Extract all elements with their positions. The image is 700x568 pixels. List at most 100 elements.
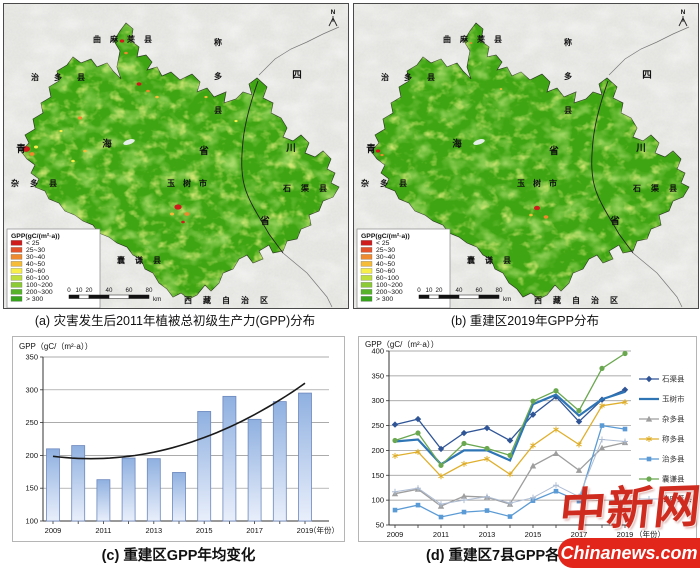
gpp-bar: [298, 392, 312, 522]
legend-label: 200~300: [376, 289, 403, 296]
caption-d: (d) 重建区7县GPP各自: [426, 548, 575, 564]
svg-text:N: N: [331, 9, 336, 16]
map-label: 西藏自治区: [534, 295, 629, 305]
low-gpp-hotspot: [184, 212, 190, 216]
chinanews-banner-text: Chinanews.com: [560, 542, 698, 563]
map-panel-2019: 曲麻莱县 称多县 治多县四川省青海省玉树市 杂多县 石渠县 囊谦县 西藏自治区 GPP(gC/…: [353, 3, 699, 309]
y-tick-label: 250: [371, 421, 384, 430]
legend-swatch: [10, 296, 23, 302]
map-label: 称多县: [214, 37, 222, 115]
low-gpp-hotspot: [174, 204, 182, 210]
low-gpp-hotspot: [170, 212, 174, 216]
map-label: 省: [609, 215, 620, 227]
caption-c: (c) 重建区GPP年均变化: [101, 548, 256, 564]
chinanews-logo: 中新网: [557, 479, 700, 537]
legend-swatch: [360, 240, 373, 246]
low-gpp-hotspot: [529, 213, 533, 217]
legend-label: 40~50: [26, 261, 45, 268]
svg-text:60: 60: [476, 287, 483, 294]
map-label: 西藏自治区: [184, 295, 279, 305]
map-label: 青: [366, 143, 376, 155]
map-label: 玉树市: [167, 178, 215, 188]
map-label: 省: [259, 215, 270, 227]
caption-a: (a) 灾害发生后2011年植被总初级生产力(GPP)分布: [34, 314, 316, 328]
map-label: 杂多县: [11, 178, 68, 188]
legend-label: 杂多县: [662, 414, 685, 424]
legend-label: > 300: [376, 296, 393, 303]
svg-text:10: 10: [76, 287, 83, 294]
x-tick-label: 2017: [246, 526, 263, 535]
legend-swatch: [360, 282, 373, 288]
gpp-bar-chart: GPP（gC/（m²·a）） 100 150 200 250 300 350 2009 2011…: [19, 342, 339, 535]
map-label: 曲麻莱县: [93, 34, 161, 44]
svg-text:km: km: [503, 296, 511, 303]
legend-swatch: [10, 268, 23, 274]
low-gpp-hotspot: [380, 153, 384, 157]
legend-label: 25~30: [376, 247, 395, 254]
legend-label: 治多县: [662, 454, 685, 464]
legend-label: 25~30: [26, 247, 45, 254]
map-label: 玉树市: [517, 178, 565, 188]
map-label: 青: [16, 143, 26, 155]
low-gpp-hotspot: [77, 116, 83, 120]
map-label: 治多县: [31, 72, 100, 82]
y-tick-label: 300: [371, 396, 384, 405]
gpp-bar: [96, 479, 111, 522]
low-gpp-hotspot: [136, 82, 142, 86]
y-tick-label: 150: [371, 471, 384, 480]
legend-label: 石渠县: [662, 374, 685, 384]
y-tick-label: 100: [371, 496, 384, 505]
legend-label: 30~40: [376, 254, 395, 261]
svg-text:km: km: [153, 296, 161, 303]
gpp-bar: [222, 395, 237, 522]
legend-swatch: [360, 254, 373, 260]
map-label: 石渠县: [282, 183, 337, 193]
y-tick-label: 250: [25, 418, 38, 427]
map-panel-2011: 曲麻莱县 称多县 治多县四川省青海省玉树市 杂多县 石渠县 囊谦县 西藏自治区 GPP(gC/…: [3, 3, 349, 309]
low-gpp-hotspot: [71, 159, 75, 163]
legend-label: 玉树市: [662, 394, 685, 404]
map-label: 称多县: [564, 37, 572, 115]
legend-title: GPP(gC/(m²·a)): [11, 233, 60, 240]
map-label: 四: [642, 70, 652, 81]
x-tick-label: 2013: [145, 526, 162, 535]
legend-swatch: [360, 247, 373, 253]
svg-text:40: 40: [456, 287, 463, 294]
series-line: [394, 352, 626, 467]
x-tick-label: 2017: [571, 530, 588, 539]
x-tick-label: 2019: [297, 526, 314, 535]
legend-label: 200~300: [26, 289, 53, 296]
svg-text:60: 60: [126, 287, 133, 294]
map-legend: GPP(gC/(m²·a))< 2525~3030~4040~5050~6060…: [6, 228, 101, 308]
lake: [473, 139, 485, 145]
x-tick-label: 2011: [95, 526, 111, 535]
map-label: 海: [452, 138, 462, 150]
gpp-bar: [197, 411, 212, 522]
y-tick-label: 350: [371, 371, 384, 380]
legend-swatch: [360, 296, 373, 302]
map-label: 石渠县: [632, 183, 687, 193]
map-label: 省: [548, 145, 559, 157]
legend-label: 60~100: [26, 275, 49, 282]
legend-label: 100~200: [376, 282, 403, 289]
legend-swatch: [10, 282, 23, 288]
map-label: 川: [635, 143, 646, 154]
north-arrow-icon: N: [678, 9, 688, 27]
province-border: [591, 80, 634, 254]
y-axis-title: GPP（gC/（m²·a））: [19, 342, 93, 351]
line-chart-panel: GPP（gC/（m²·a）） 50 100 150 200 250 300 350 400 200…: [358, 336, 697, 542]
legend-label: < 25: [26, 240, 40, 247]
chinanews-banner: Chinanews.com: [558, 538, 700, 568]
y-tick-label: 100: [25, 517, 38, 526]
low-gpp-hotspot: [499, 88, 503, 90]
y-axis-title: GPP（gC/（m²·a））: [365, 340, 439, 349]
legend-swatch: [360, 275, 373, 281]
low-gpp-hotspot: [83, 149, 87, 153]
map-label: 曲麻莱县: [443, 34, 511, 44]
low-gpp-hotspot: [204, 95, 208, 99]
legend-label: 称多县: [662, 434, 685, 444]
y-tick-label: 300: [25, 385, 38, 394]
